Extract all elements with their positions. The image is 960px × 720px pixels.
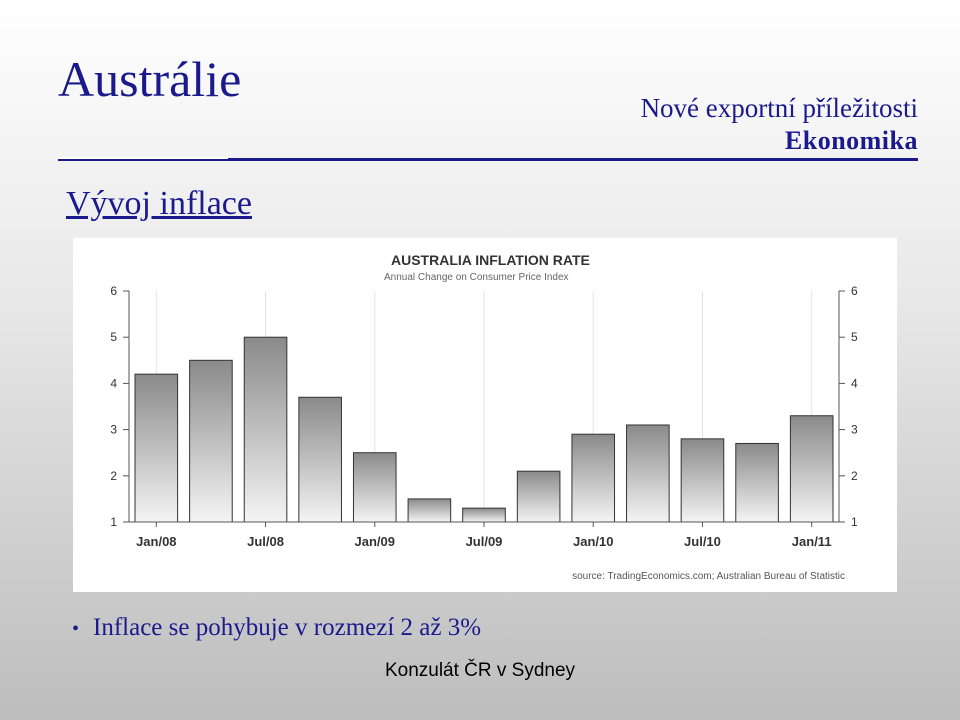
slide-footer: Konzulát ČR v Sydney [384, 660, 576, 681]
title-divider [58, 158, 918, 161]
y-tick-label-left: 6 [110, 284, 117, 298]
chart-source: source: TradingEconomics.com; Australian… [572, 571, 845, 582]
y-tick-label-left: 2 [110, 469, 117, 483]
section-title: Vývoj inflace [66, 185, 252, 222]
bar-2010-q1 [571, 433, 616, 523]
inflation-chart-svg: AUSTRALIA INFLATION RATE Annual Change o… [110, 252, 858, 582]
slide-category: Ekonomika [784, 126, 918, 155]
bullet-item: • Inflace se pohybuje v rozmezí 2 až 3% [72, 614, 481, 642]
y-tick-label-right: 1 [851, 515, 858, 529]
bar-2008-q3 [243, 336, 288, 523]
x-tick-label: Jan/10 [573, 534, 613, 549]
bar-2010-q2 [626, 424, 670, 523]
x-tick-label: Jan/09 [355, 534, 395, 549]
y-tick-label-left: 3 [110, 423, 117, 437]
x-tick-label: Jul/08 [247, 534, 284, 549]
y-tick-label-right: 2 [851, 469, 858, 483]
chart-subtitle: Annual Change on Consumer Price Index [384, 272, 569, 283]
bar-2010-q4 [735, 442, 779, 523]
y-tick-label-left: 4 [110, 376, 117, 390]
y-tick-label-right: 6 [851, 284, 858, 298]
y-tick-label-right: 4 [851, 376, 858, 390]
bullet-text: Inflace se pohybuje v rozmezí 2 až 3% [93, 614, 482, 641]
bar-2009-q2 [407, 498, 452, 523]
bar-2009-q3 [462, 507, 506, 523]
bar-2008-q2 [189, 359, 233, 523]
bar-2010-q3 [680, 438, 725, 523]
bar-2009-q1 [352, 452, 397, 523]
y-tick-label-left: 5 [110, 330, 117, 344]
x-tick-label: Jul/10 [684, 534, 721, 549]
bar-2009-q4 [516, 470, 561, 523]
bullet-dot-icon: • [72, 618, 80, 640]
inflation-chart: AUSTRALIA INFLATION RATE Annual Change o… [73, 238, 897, 592]
y-tick-label-right: 3 [851, 423, 858, 437]
y-tick-label-right: 5 [851, 330, 858, 344]
slide-title: Austrálie [58, 51, 242, 107]
x-tick-label: Jan/11 [792, 534, 832, 549]
title-divider-highlight [58, 157, 228, 159]
x-tick-label: Jul/09 [466, 534, 503, 549]
bar-2008-q4 [298, 396, 342, 523]
bar-2011-q1 [789, 415, 834, 523]
x-tick-label: Jan/08 [136, 534, 176, 549]
y-tick-label-left: 1 [110, 515, 117, 529]
slide-subtitle: Nové exportní příležitosti [640, 93, 918, 123]
bar-2008-q1 [134, 373, 179, 523]
chart-title: AUSTRALIA INFLATION RATE [391, 252, 590, 268]
